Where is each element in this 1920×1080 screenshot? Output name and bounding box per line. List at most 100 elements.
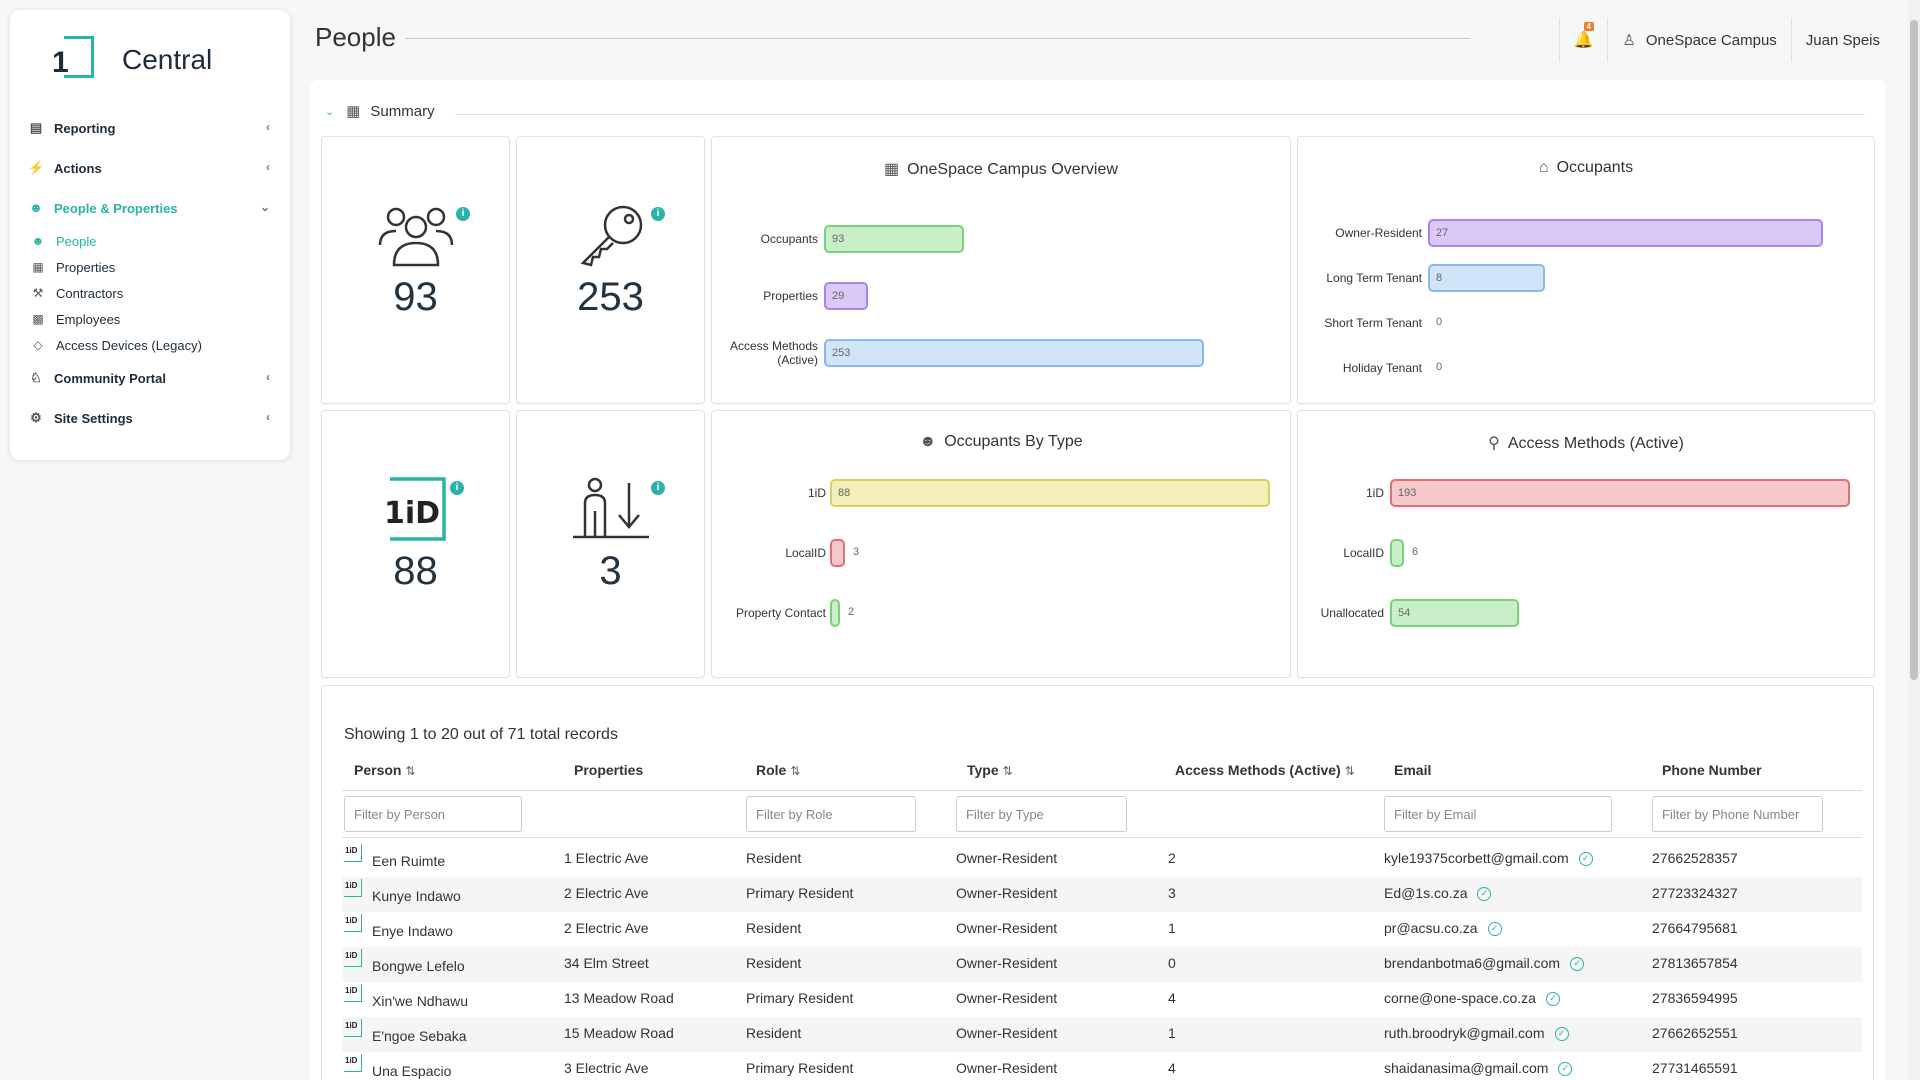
column-header-person[interactable]: Person ⇅ — [354, 762, 416, 778]
sidebar-item-people-properties[interactable]: ☻ People & Properties ⌄ — [28, 188, 278, 228]
filter-type-input[interactable] — [956, 796, 1127, 832]
main-panel: ⌄ ▦ Summary i 93 i 253 1iD i 88 — [310, 80, 1885, 1080]
sidebar-subitem-people[interactable]: ☻ People — [28, 228, 278, 254]
chart-title: ⚲ Access Methods (Active) — [1488, 435, 1684, 452]
user-menu[interactable]: Juan Speis — [1805, 31, 1880, 49]
column-header-access-methods[interactable]: Access Methods (Active) ⇅ — [1175, 762, 1355, 778]
sidebar-subitem-employees[interactable]: ▩ Employees — [28, 306, 278, 332]
cell-type: Owner-Resident — [956, 850, 1058, 866]
table-row[interactable]: 1iD Xin'we Ndhawu 13 Meadow Road Primary Re… — [342, 982, 1862, 1017]
bar[interactable]: 54 — [1390, 599, 1519, 627]
people-icon: ☻ — [31, 234, 45, 248]
campus-name: OneSpace Campus — [1645, 31, 1777, 49]
cell-phone: 27723324327 — [1652, 885, 1738, 901]
cell-person[interactable]: Een Ruimte — [372, 853, 446, 869]
cell-type: Owner-Resident — [956, 1025, 1058, 1041]
bar[interactable] — [1390, 539, 1404, 567]
contractor-icon: ⚒ — [32, 286, 44, 300]
cell-property[interactable]: 2 Electric Ave — [564, 885, 649, 901]
1id-icon: 1iD — [344, 914, 362, 932]
column-header-role[interactable]: Role ⇅ — [756, 762, 801, 778]
cell-property[interactable]: 13 Meadow Road — [564, 990, 674, 1006]
sidebar-subitem-contractors[interactable]: ⚒ Contractors — [28, 280, 278, 306]
sidebar-item-actions[interactable]: ⚡ Actions ‹ — [28, 148, 278, 188]
email-text: corne@one-space.co.za — [1384, 990, 1536, 1006]
sidebar-item-label: Reporting — [54, 120, 116, 136]
table-row[interactable]: 1iD E'ngoe Sebaka 15 Meadow Road Resident Ow… — [342, 1017, 1862, 1052]
sidebar-item-reporting[interactable]: ▤ Reporting ‹ — [28, 108, 278, 148]
bar-value: 3 — [853, 546, 860, 558]
filter-email-input[interactable] — [1384, 796, 1612, 832]
cell-person[interactable]: Xin'we Ndhawu — [372, 993, 469, 1009]
sidebar-subitem-access-devices[interactable]: ◇ Access Devices (Legacy) — [28, 332, 278, 358]
info-icon[interactable]: i — [456, 207, 470, 221]
cell-property[interactable]: 2 Electric Ave — [564, 920, 649, 936]
sort-icon: ⇅ — [1344, 764, 1355, 778]
app-logo[interactable]: 1 Central — [52, 28, 252, 79]
bar-label: Occupants — [760, 232, 818, 246]
bar[interactable] — [830, 599, 840, 627]
bar-label: Access Methods (Active) — [729, 339, 818, 367]
cell-person[interactable]: Kunye Indawo — [372, 888, 461, 904]
1id-icon: 1iD — [344, 1019, 362, 1037]
1id-icon: 1iD — [344, 984, 362, 1002]
filter-divider — [342, 837, 1862, 838]
info-icon[interactable]: i — [450, 481, 464, 495]
bar[interactable]: 8 — [1428, 264, 1545, 292]
sidebar-item-site-settings[interactable]: ⚙ Site Settings ‹ — [28, 398, 278, 438]
cell-type: Owner-Resident — [956, 885, 1058, 901]
info-icon[interactable]: i — [651, 481, 665, 495]
stat-card-1id: 1iD i 88 — [321, 410, 510, 678]
email-text: ruth.broodryk@gmail.com — [1384, 1025, 1545, 1041]
gear-icon: ⚙ — [30, 410, 42, 425]
cell-person[interactable]: Bongwe Lefelo — [372, 958, 465, 974]
table-row[interactable]: 1iD Een Ruimte 1 Electric Ave Resident Owner… — [342, 842, 1862, 877]
1id-icon: 1iD — [344, 949, 362, 967]
filter-phone-input[interactable] — [1652, 796, 1823, 832]
chevron-left-icon: ‹ — [266, 370, 270, 384]
cell-person[interactable]: Enye Indawo — [372, 923, 453, 939]
bar[interactable]: 88 — [830, 479, 1270, 507]
1id-icon: 1iD — [344, 844, 362, 862]
cell-property[interactable]: 15 Meadow Road — [564, 1025, 674, 1041]
sidebar-subitem-properties[interactable]: ▦ Properties — [28, 254, 278, 280]
cell-email: shaidanasima@gmail.com ✓ — [1384, 1060, 1573, 1077]
bar[interactable]: 253 — [824, 339, 1204, 367]
chevron-down-icon: ⌄ — [325, 105, 335, 118]
sidebar-subitem-label: Properties — [56, 259, 116, 275]
table-row[interactable]: 1iD Una Espacio 3 Electric Ave Primary Resi… — [342, 1052, 1862, 1080]
filter-person-input[interactable] — [344, 796, 522, 832]
filter-role-input[interactable] — [746, 796, 916, 832]
bar[interactable]: 93 — [824, 225, 964, 253]
chart-campus-overview: ▦ OneSpace Campus Overview Occupants 93 Pro… — [711, 136, 1291, 404]
table-row[interactable]: 1iD Kunye Indawo 2 Electric Ave Primary Res… — [342, 877, 1862, 912]
column-header-type[interactable]: Type ⇅ — [967, 762, 1013, 778]
cell-property[interactable]: 3 Electric Ave — [564, 1060, 649, 1076]
sidebar-item-label: Community Portal — [54, 370, 166, 386]
cell-property[interactable]: 34 Elm Street — [564, 955, 649, 971]
page-scrollbar[interactable] — [1908, 0, 1920, 1080]
campus-selector[interactable]: ♙ OneSpace Campus — [1622, 31, 1777, 50]
scrollbar-thumb[interactable] — [1910, 20, 1918, 680]
sidebar-item-community-portal[interactable]: ♘ Community Portal ‹ — [28, 358, 278, 398]
records-count: Showing 1 to 20 out of 71 total records — [344, 726, 618, 743]
stat-value: 93 — [393, 275, 438, 319]
table-row[interactable]: 1iD Enye Indawo 2 Electric Ave Resident Owne… — [342, 912, 1862, 947]
chart-access-methods: ⚲ Access Methods (Active) 1iD 193 LocalID 6 U… — [1297, 410, 1875, 678]
bar[interactable] — [830, 539, 845, 567]
cell-role: Resident — [746, 920, 802, 936]
cell-person[interactable]: Una Espacio — [372, 1063, 452, 1079]
chevron-down-icon: ⌄ — [259, 200, 270, 214]
verified-check-icon: ✓ — [1558, 1062, 1573, 1077]
email-text: kyle19375corbett@gmail.com — [1384, 850, 1569, 866]
chart-title: ☻ Occupants By Type — [919, 433, 1083, 450]
summary-toggle[interactable]: ⌄ ▦ Summary — [325, 102, 435, 121]
notifications-button[interactable]: 🔔 4 — [1574, 22, 1594, 50]
bar[interactable]: 29 — [824, 282, 868, 310]
table-row[interactable]: 1iD Bongwe Lefelo 34 Elm Street Resident Own… — [342, 947, 1862, 982]
info-icon[interactable]: i — [651, 207, 665, 221]
bar[interactable]: 27 — [1428, 219, 1823, 247]
bar[interactable]: 193 — [1390, 479, 1850, 507]
cell-property[interactable]: 1 Electric Ave — [564, 850, 649, 866]
cell-person[interactable]: E'ngoe Sebaka — [372, 1028, 467, 1044]
